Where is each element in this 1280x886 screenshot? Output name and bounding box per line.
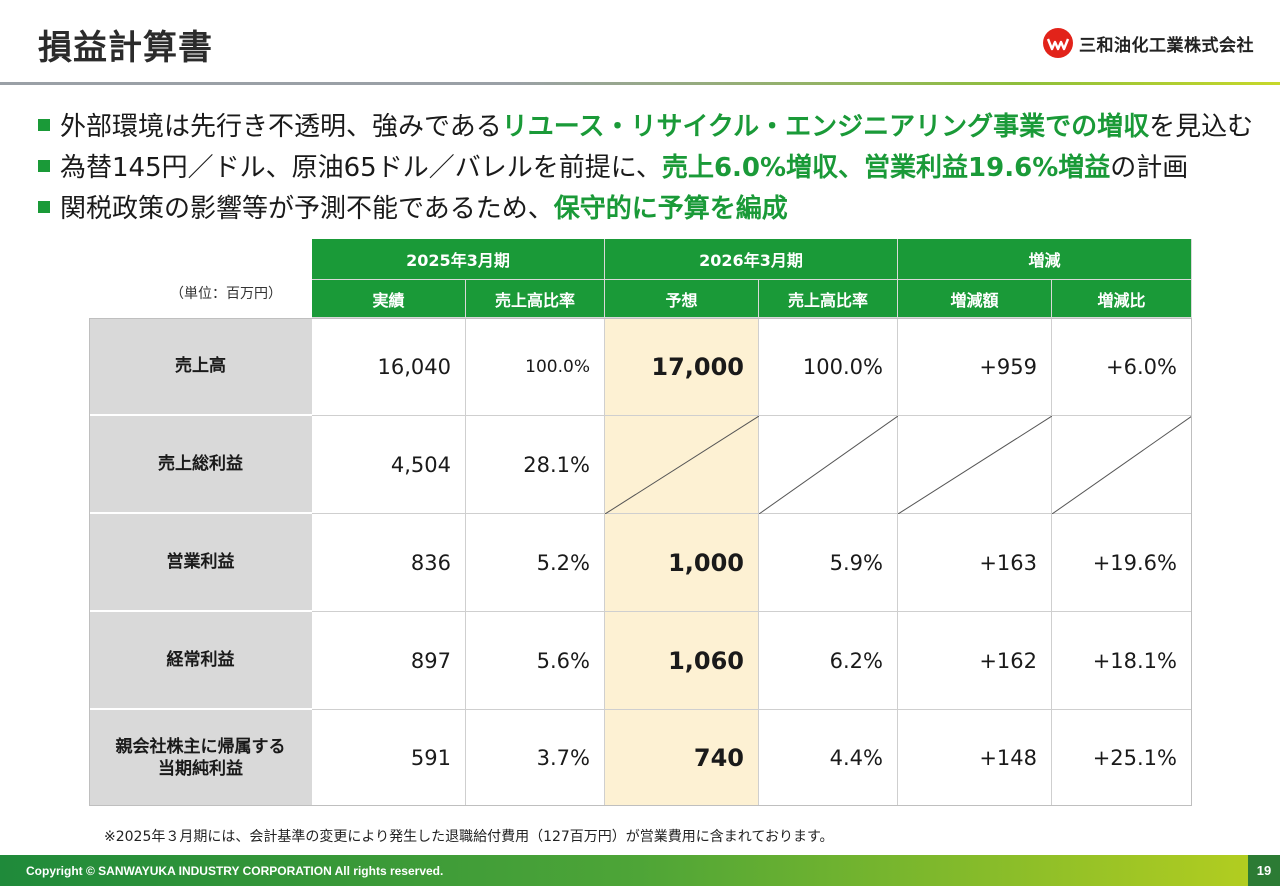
bullet-highlight: 売上6.0%増収、営業利益19.6%増益 (661, 153, 1111, 183)
bullet-highlight: 保守的に予算を編成 (553, 194, 788, 224)
row-label-net-sales: 売上高 (89, 318, 312, 416)
bullet-square-icon (38, 159, 50, 172)
bullet-text: 外部環境は先行き不透明、強みである (60, 112, 502, 142)
bullet-item: 外部環境は先行き不透明、強みである リユース・リサイクル・エンジニアリング事業での… (38, 104, 1253, 145)
bullet-text: を見込む (1149, 112, 1254, 142)
col-header-forecast-ratio: 売上高比率 (759, 280, 898, 318)
row-label-ordinary-profit: 経常利益 (89, 612, 312, 710)
cell-forecast-ratio: 6.2% (759, 612, 898, 710)
copyright-text: Copyright © SANWAYUKA INDUSTRY CORPORATI… (26, 863, 444, 878)
diagonal-line-icon (1052, 416, 1192, 514)
cell-forecast: 17,000 (605, 318, 759, 416)
company-name: 三和油化工業株式会社 (1079, 35, 1254, 56)
cell-empty-diagonal (1052, 416, 1192, 514)
group-header-fy2026: 2026年3月期 (605, 239, 898, 280)
bullet-text: 為替145円／ドル、原油65ドル／バレルを前提に、 (60, 153, 662, 183)
cell-actual: 4,504 (312, 416, 466, 514)
cell-empty-diagonal (898, 416, 1052, 514)
bullet-square-icon (38, 200, 50, 213)
row-label-net-income: 親会社株主に帰属する 当期純利益 (89, 710, 312, 806)
cell-actual-ratio: 5.2% (466, 514, 605, 612)
bullet-text: 関税政策の影響等が予測不能であるため、 (60, 194, 554, 224)
cell-diff-ratio: +18.1% (1052, 612, 1192, 710)
cell-empty-diagonal (605, 416, 759, 514)
cell-actual: 836 (312, 514, 466, 612)
diagonal-line-icon (759, 416, 898, 514)
group-header-fy2025: 2025年3月期 (312, 239, 605, 280)
cell-actual-ratio: 3.7% (466, 710, 605, 806)
cell-empty-diagonal (759, 416, 898, 514)
row-label-line: 当期純利益 (158, 759, 243, 779)
col-header-actual-ratio: 売上高比率 (466, 280, 605, 318)
cell-diff-ratio: +19.6% (1052, 514, 1192, 612)
cell-diff-ratio: +25.1% (1052, 710, 1192, 806)
cell-diff-ratio: +6.0% (1052, 318, 1192, 416)
cell-forecast: 1,060 (605, 612, 759, 710)
bullet-item: 関税政策の影響等が予測不能であるため、 保守的に予算を編成 (38, 186, 1253, 227)
cell-diff: +162 (898, 612, 1052, 710)
bullet-item: 為替145円／ドル、原油65ドル／バレルを前提に、 売上6.0%増収、営業利益19… (38, 145, 1253, 186)
col-header-diff-ratio: 増減比 (1052, 280, 1192, 318)
cell-actual: 591 (312, 710, 466, 806)
cell-actual-ratio: 5.6% (466, 612, 605, 710)
cell-actual: 16,040 (312, 318, 466, 416)
cell-diff: +959 (898, 318, 1052, 416)
cell-forecast-ratio: 4.4% (759, 710, 898, 806)
col-header-actual: 実績 (312, 280, 466, 318)
diagonal-line-icon (605, 416, 759, 514)
cell-forecast-ratio: 100.0% (759, 318, 898, 416)
cell-actual-ratio: 28.1% (466, 416, 605, 514)
bullet-list: 外部環境は先行き不透明、強みである リユース・リサイクル・エンジニアリング事業での… (38, 104, 1253, 227)
col-header-diff: 増減額 (898, 280, 1052, 318)
footer-bar: Copyright © SANWAYUKA INDUSTRY CORPORATI… (0, 855, 1280, 886)
row-label-gross-profit: 売上総利益 (89, 416, 312, 514)
cell-forecast: 1,000 (605, 514, 759, 612)
row-label-line: 親会社株主に帰属する (115, 736, 286, 757)
bullet-highlight: リユース・リサイクル・エンジニアリング事業での増収 (501, 112, 1150, 142)
title-divider (0, 82, 1280, 85)
cell-diff: +163 (898, 514, 1052, 612)
col-header-forecast: 予想 (605, 280, 759, 318)
company-logo: 三和油化工業株式会社 (1043, 28, 1254, 58)
cell-diff: +148 (898, 710, 1052, 806)
diagonal-line-icon (898, 416, 1052, 514)
page-number: 19 (1248, 855, 1280, 886)
cell-forecast: 740 (605, 710, 759, 806)
bullet-square-icon (38, 118, 50, 131)
company-logo-icon (1043, 28, 1073, 58)
row-label-operating-profit: 営業利益 (89, 514, 312, 612)
group-header-change: 増減 (898, 239, 1192, 280)
page-title: 損益計算書 (38, 28, 213, 68)
footnote: ※2025年３月期には、会計基準の変更により発生した退職給付費用（127百万円）… (104, 829, 834, 845)
cell-actual-ratio: 100.0% (466, 318, 605, 416)
bullet-text: の計画 (1110, 153, 1189, 183)
cell-forecast-ratio: 5.9% (759, 514, 898, 612)
cell-actual: 897 (312, 612, 466, 710)
unit-label: （単位：百万円） (170, 286, 282, 302)
